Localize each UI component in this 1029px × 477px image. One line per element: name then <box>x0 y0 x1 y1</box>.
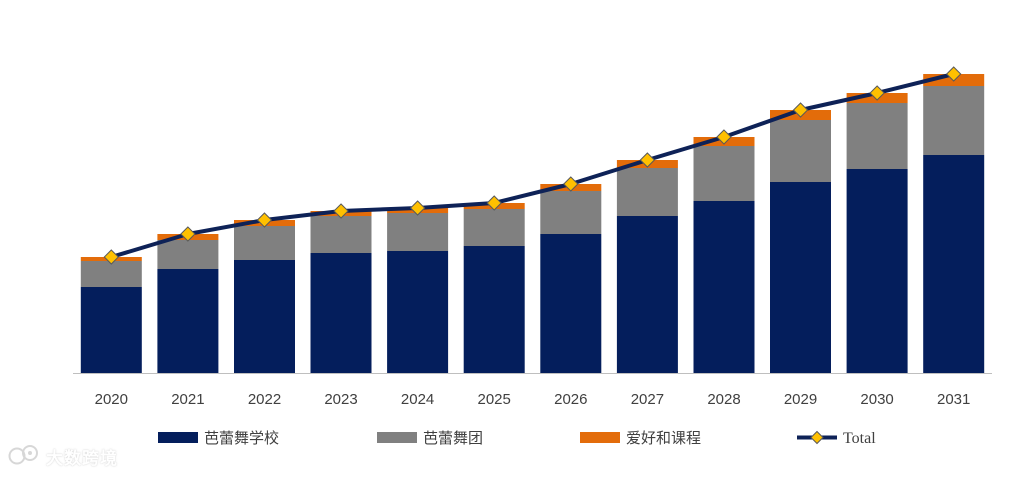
x-tick-2028: 2028 <box>707 391 740 408</box>
x-tick-2030: 2030 <box>860 391 893 408</box>
bar-ballet-school-2021 <box>157 269 219 373</box>
bar-ballet-school-2030 <box>846 169 908 373</box>
bar-ballet-school-2024 <box>387 251 449 373</box>
x-tick-2022: 2022 <box>248 391 281 408</box>
bar-ballet-school-2029 <box>770 182 831 373</box>
bar-ballet-company-2027 <box>616 168 678 216</box>
bar-ballet-school-2022 <box>234 260 295 373</box>
legend-label-total: Total <box>843 430 876 447</box>
bar-ballet-school-2020 <box>80 287 142 373</box>
total-point-2024 <box>409 200 426 216</box>
bars-group <box>80 74 985 373</box>
total-point-2020 <box>103 249 119 265</box>
bar-ballet-company-2030 <box>846 103 908 169</box>
legend-marker-total <box>810 430 824 445</box>
total-point-2023 <box>333 203 349 219</box>
watermark-text: 大数跨境 <box>46 448 118 469</box>
bar-ballet-company-2024 <box>387 213 449 251</box>
bar-ballet-company-2029 <box>770 120 831 182</box>
x-tick-2023: 2023 <box>324 391 357 408</box>
legend: 芭蕾舞学校 芭蕾舞团 爱好和课程 Total <box>158 429 876 447</box>
x-tick-2021: 2021 <box>171 391 204 408</box>
bar-ballet-company-2031 <box>923 86 985 155</box>
bar-ballet-company-2021 <box>157 240 219 269</box>
x-tick-2031: 2031 <box>937 391 970 408</box>
total-point-2022 <box>256 212 273 228</box>
bar-ballet-school-2023 <box>310 253 372 373</box>
total-point-2021 <box>180 226 196 242</box>
total-point-2025 <box>486 195 502 211</box>
bar-ballet-school-2026 <box>540 234 602 373</box>
total-point-2027 <box>639 152 656 168</box>
x-tick-2026: 2026 <box>554 391 587 408</box>
bar-ballet-company-2022 <box>234 226 295 260</box>
x-tick-2027: 2027 <box>631 391 664 408</box>
x-tick-2029: 2029 <box>784 391 817 408</box>
total-point-2029 <box>792 102 809 118</box>
x-tick-2020: 2020 <box>95 391 128 408</box>
total-point-2026 <box>563 176 579 192</box>
total-series-line <box>110 72 955 259</box>
x-tick-2025: 2025 <box>478 391 511 408</box>
x-tick-2024: 2024 <box>401 391 434 408</box>
legend-swatch-ballet-school <box>158 432 198 443</box>
bar-ballet-company-2020 <box>80 261 142 287</box>
legend-label-ballet-school: 芭蕾舞学校 <box>204 429 279 447</box>
total-point-2030 <box>869 85 885 101</box>
total-point-2028 <box>716 129 732 145</box>
watermark: 大数跨境 <box>8 443 118 469</box>
legend-label-hobby-courses: 爱好和课程 <box>626 429 701 447</box>
bar-ballet-company-2023 <box>310 216 372 253</box>
bar-ballet-school-2025 <box>463 246 525 373</box>
bar-ballet-company-2025 <box>463 209 525 246</box>
legend-swatch-hobby-courses <box>580 432 620 443</box>
legend-swatch-ballet-company <box>377 432 417 443</box>
bar-ballet-company-2028 <box>693 146 755 201</box>
bar-ballet-school-2031 <box>923 155 985 373</box>
logo-icon <box>8 445 38 465</box>
legend-label-ballet-company: 芭蕾舞团 <box>423 429 483 447</box>
total-line-group <box>103 66 962 265</box>
x-tick-labels: 2020 2021 2022 2023 2024 2025 2026 2027 2028 2029… <box>95 391 971 408</box>
bar-ballet-company-2026 <box>540 191 602 234</box>
bar-ballet-school-2028 <box>693 201 755 373</box>
bar-ballet-school-2027 <box>616 216 678 373</box>
total-point-2031 <box>946 66 962 82</box>
